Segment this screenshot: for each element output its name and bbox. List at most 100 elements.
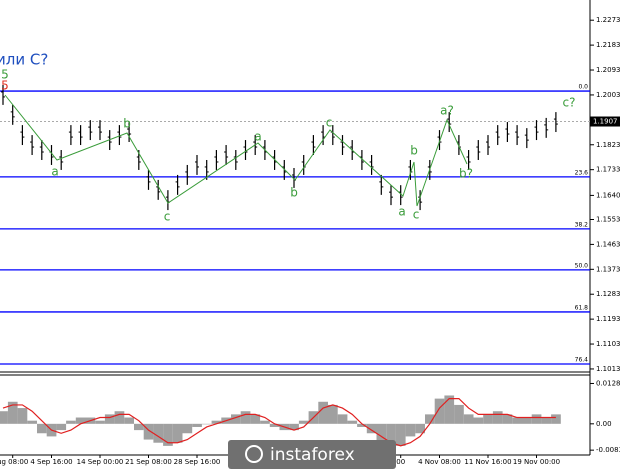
histogram-bar — [250, 414, 261, 424]
histogram-bar — [512, 417, 522, 424]
fib-level-label: 76.4 — [575, 356, 589, 363]
histogram-bar — [328, 404, 338, 424]
x-tick-label: 4 Nov 08:00 — [418, 458, 461, 466]
watermark-logo — [245, 445, 263, 463]
histogram-bar — [37, 423, 47, 434]
current-price-box — [590, 116, 620, 127]
x-tick-label: 14 Sep 00:00 — [77, 458, 124, 466]
histogram-bar — [463, 414, 474, 424]
histogram-bar — [153, 423, 164, 443]
wave-label: 5 — [1, 79, 9, 93]
x-tick-label: 28 Sep 16:00 — [174, 458, 221, 466]
x-tick-label: 21 Sep 08:00 — [125, 458, 172, 466]
histogram-bar — [124, 417, 134, 424]
histogram-bar — [444, 395, 455, 424]
wave-label: или С? — [0, 51, 48, 69]
wave-label: a — [254, 130, 261, 144]
histogram-bar — [483, 414, 493, 424]
y-tick-label: 1.1463 — [596, 240, 620, 248]
histogram-bar — [473, 417, 484, 424]
wave-label: b — [123, 117, 131, 131]
histogram-bar — [163, 423, 173, 446]
y-tick-label: 1.2093 — [596, 66, 620, 74]
histogram-bar — [434, 398, 445, 424]
y-tick-label: 1.2183 — [596, 41, 620, 49]
histogram-bar — [454, 404, 464, 424]
histogram-bar — [376, 423, 387, 443]
wave-label: b — [290, 186, 298, 200]
histogram-bar — [492, 411, 503, 424]
histogram-bar — [541, 417, 552, 424]
signal-line — [2, 398, 556, 447]
y-tick-label: 1.1193 — [596, 315, 620, 323]
wave-label: c — [164, 210, 171, 224]
histogram-bar — [522, 417, 532, 424]
wave-label: 5 — [1, 68, 9, 82]
histogram-bar — [425, 414, 435, 424]
histogram-bar — [27, 420, 37, 424]
y-tick-label: 1.1373 — [596, 265, 620, 273]
histogram-bar — [134, 423, 144, 431]
histogram-bar — [357, 423, 367, 427]
histogram-bar — [551, 414, 561, 424]
fib-level-label: 61.8 — [575, 304, 589, 311]
histogram-bar — [531, 414, 542, 424]
histogram-bar — [347, 420, 358, 424]
x-tick-label: ug 08:00 — [0, 458, 28, 466]
wave-label: c — [413, 208, 420, 222]
histogram-bar — [172, 423, 183, 443]
histogram-bar — [0, 411, 8, 424]
histogram-bar — [337, 414, 348, 424]
wave-label: a — [51, 165, 58, 179]
histogram-bar — [231, 414, 241, 424]
wave-label: a? — [440, 104, 454, 118]
y-tick-label: 1.1733 — [596, 166, 620, 174]
histogram-bar — [260, 420, 270, 424]
histogram-bar — [366, 423, 377, 434]
histogram-bar — [114, 411, 125, 424]
histogram-bar — [104, 414, 115, 424]
y-tick-label: 1.1640 — [596, 191, 620, 199]
watermark-text: instaforex — [270, 445, 355, 465]
wave-label: b? — [459, 167, 473, 181]
histogram-bar — [17, 408, 28, 424]
y-tick-label: 1.1103 — [596, 340, 620, 348]
y-tick-label: 1.1553 — [596, 215, 620, 223]
histogram-bar — [75, 417, 86, 424]
y-tick-label: -0.00836 — [596, 446, 620, 454]
histogram-bar — [7, 401, 18, 424]
histogram-bar — [386, 423, 396, 446]
current-price-label: 1.1907 — [593, 118, 618, 126]
x-tick-label: 00 — [396, 458, 405, 466]
histogram-bar — [298, 420, 309, 424]
fib-level-label: 23.6 — [575, 169, 589, 176]
histogram-bar — [405, 423, 416, 437]
histogram-bar — [56, 423, 67, 431]
fib-level-label: 50.0 — [575, 262, 589, 269]
fib-level-label: 38.2 — [575, 221, 589, 228]
histogram-bar — [211, 420, 222, 424]
x-tick-label: 19 Nov 00:00 — [513, 458, 560, 466]
y-tick-label: 0.00 — [596, 420, 612, 428]
x-tick-label: 11 Nov 16:00 — [464, 458, 511, 466]
wave-line — [4, 94, 468, 207]
watermark-box — [228, 440, 396, 469]
histogram-bar — [395, 423, 406, 446]
y-tick-label: 0.01281 — [596, 379, 620, 387]
y-tick-label: 1.2003 — [596, 91, 620, 99]
wave-label: a — [398, 205, 405, 219]
wave-label: b — [410, 144, 418, 158]
histogram-bar — [66, 420, 76, 424]
histogram-bar — [289, 423, 299, 431]
x-tick-label: 4 Sep 16:00 — [30, 458, 72, 466]
y-tick-label: 1.1823 — [596, 141, 620, 149]
histogram-bar — [95, 420, 105, 424]
fib-level-label: 0.0 — [578, 84, 588, 91]
wave-label: c — [326, 116, 333, 130]
histogram-bar — [502, 414, 513, 424]
histogram-bar — [318, 401, 328, 424]
histogram-bar — [143, 423, 154, 440]
histogram-bar — [201, 423, 212, 425]
